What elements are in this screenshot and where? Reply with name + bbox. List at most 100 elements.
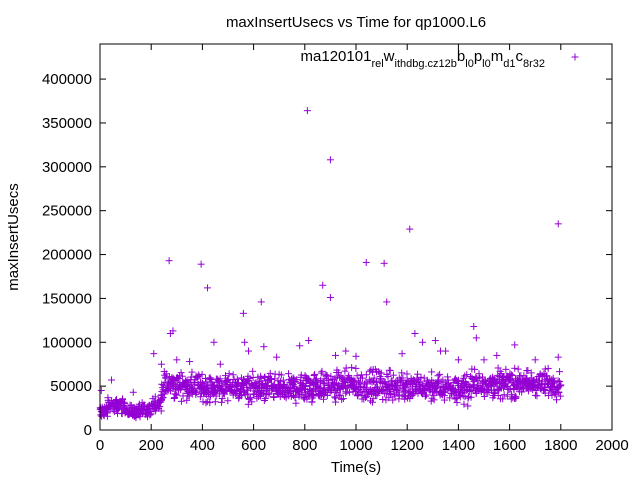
data-point — [294, 388, 302, 396]
data-point — [553, 396, 561, 404]
data-point-outlier — [332, 351, 340, 359]
data-point-outlier — [157, 360, 165, 368]
data-point — [297, 371, 305, 379]
data-point — [147, 410, 155, 418]
data-point — [487, 382, 495, 390]
data-point — [194, 373, 202, 381]
data-point — [472, 373, 480, 381]
data-point-outlier — [419, 338, 427, 346]
x-tick-label: 800 — [292, 437, 317, 454]
data-point-outlier — [398, 350, 406, 358]
data-point — [313, 375, 321, 383]
y-tick-label: 0 — [84, 422, 92, 439]
data-point — [454, 376, 462, 384]
data-point — [459, 392, 467, 400]
data-point — [503, 392, 511, 400]
x-tick-label: 1400 — [442, 437, 475, 454]
data-point — [389, 371, 397, 379]
data-point — [341, 367, 349, 375]
y-tick-label: 50000 — [50, 378, 92, 395]
data-point — [368, 398, 376, 406]
data-point — [243, 390, 251, 398]
data-point-outlier — [305, 337, 313, 345]
data-point — [106, 405, 114, 413]
data-point — [306, 382, 314, 390]
data-point — [514, 365, 522, 373]
data-point — [352, 364, 360, 372]
data-point — [394, 388, 402, 396]
data-point — [480, 393, 488, 401]
chart-title: maxInsertUsecs vs Time for qp1000.L6 — [226, 14, 486, 31]
data-point — [497, 370, 505, 378]
data-point — [414, 370, 422, 378]
data-point — [552, 389, 560, 397]
data-point — [236, 386, 244, 394]
data-point — [543, 372, 551, 380]
data-point — [332, 398, 340, 406]
data-point — [157, 407, 165, 415]
data-point — [463, 371, 471, 379]
data-point — [317, 369, 325, 377]
data-point — [511, 364, 519, 372]
data-point — [373, 377, 381, 385]
data-point — [346, 388, 354, 396]
data-point — [460, 400, 468, 408]
data-point — [464, 402, 472, 410]
data-point — [538, 380, 546, 388]
x-tick-label: 400 — [190, 437, 215, 454]
data-point — [377, 369, 385, 377]
data-point — [320, 395, 328, 403]
data-point — [173, 391, 181, 399]
data-point-outlier — [241, 338, 249, 346]
data-point-outlier — [554, 220, 562, 228]
data-point — [472, 390, 480, 398]
data-point — [188, 383, 196, 391]
data-point — [248, 398, 256, 406]
data-point-outlier — [296, 342, 304, 350]
data-point — [253, 394, 261, 402]
data-point — [428, 368, 436, 376]
data-point — [247, 385, 255, 393]
data-point-outlier — [442, 347, 450, 355]
y-axis-title: maxInsertUsecs — [5, 183, 22, 291]
data-point — [427, 397, 435, 405]
data-point-outlier — [454, 356, 462, 364]
data-point — [436, 370, 444, 378]
data-point — [318, 367, 326, 375]
data-point — [196, 393, 204, 401]
y-tick-label: 100000 — [42, 334, 92, 351]
data-point — [103, 412, 111, 420]
data-point-outlier — [260, 343, 268, 351]
data-point — [446, 394, 454, 402]
data-point — [292, 399, 300, 407]
data-point — [121, 400, 129, 408]
data-point — [481, 376, 489, 384]
data-point — [188, 368, 196, 376]
data-point-outlier — [531, 356, 539, 364]
y-tick-label: 300000 — [42, 159, 92, 176]
data-point — [246, 375, 254, 383]
data-point — [398, 369, 406, 377]
x-tick-label: 1600 — [493, 437, 526, 454]
x-axis-title: Time(s) — [331, 459, 381, 476]
data-point-outlier — [554, 353, 562, 361]
data-point — [187, 373, 195, 381]
data-point-outlier — [186, 358, 194, 366]
data-point — [399, 374, 407, 382]
data-point-outlier — [273, 353, 281, 361]
legend: ma120101relwithdbg.cz12bbl0pl0md1c8r32 — [301, 48, 579, 70]
data-point — [159, 393, 167, 401]
data-point-outlier — [319, 281, 327, 289]
data-point — [161, 371, 169, 379]
data-point — [398, 391, 406, 399]
y-tick-label: 350000 — [42, 115, 92, 132]
data-point-outlier — [303, 107, 311, 115]
y-tick-label: 150000 — [42, 290, 92, 307]
data-point-outlier — [362, 258, 370, 266]
data-point-outlier — [406, 225, 414, 233]
x-tick-label: 2000 — [595, 437, 628, 454]
data-point — [499, 395, 507, 403]
data-point — [198, 370, 206, 378]
data-point — [261, 395, 269, 403]
data-point — [212, 387, 220, 395]
